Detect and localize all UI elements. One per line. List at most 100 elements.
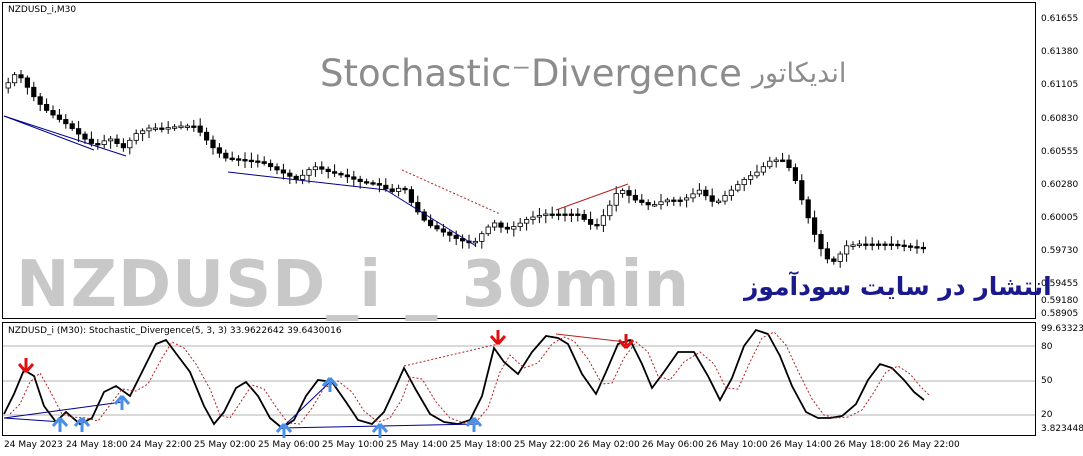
time-label: 26 May 10:00 (706, 440, 768, 450)
candle-body (69, 123, 75, 129)
candle-body (888, 243, 895, 246)
buy-arrow-icon (113, 395, 131, 410)
candle-body (434, 225, 440, 230)
candle-body (421, 211, 427, 221)
candle-body (357, 178, 363, 183)
price-pane-title: NZDUSD_i,M30 (8, 5, 77, 15)
candle-body (498, 222, 504, 228)
stochastic-signal-line (9, 331, 931, 425)
candle-body (671, 199, 677, 202)
candle-body (415, 201, 421, 213)
candle-body (280, 169, 287, 174)
candle-body (235, 158, 242, 161)
bullish-divergence-line (385, 189, 477, 247)
candle-body (293, 175, 299, 180)
buy-arrow-icon (51, 417, 69, 432)
buy-arrow-icon (73, 417, 91, 432)
candle-body (517, 222, 523, 227)
candle-body (639, 199, 645, 203)
candle-body (216, 147, 222, 154)
candle-body (824, 248, 831, 260)
candle-body (447, 231, 453, 236)
price-label: 0.60005 (1041, 213, 1079, 223)
level-20-label: 20 (1041, 410, 1053, 420)
candle-body (95, 143, 101, 146)
candle-body (530, 216, 536, 220)
candle-body (88, 138, 94, 144)
candle-body (203, 131, 210, 141)
candle-body (229, 157, 235, 160)
price-chart-pane[interactable] (2, 2, 1036, 319)
candle-body (50, 110, 56, 116)
bearish-divergence-line (555, 183, 629, 211)
indicator-bearish-divergence-line (403, 343, 499, 367)
candle-body (184, 125, 190, 128)
watermark-indicator-name: Stochastic⁻Divergence (320, 52, 742, 95)
bullish-divergence-line (3, 115, 127, 157)
candle-body (139, 130, 146, 134)
candle-body (18, 74, 24, 79)
candle-body (344, 174, 351, 178)
candle-body (632, 194, 639, 201)
candle-body (485, 226, 491, 235)
candle-body (863, 243, 869, 246)
candle-body (690, 193, 696, 199)
bullish-divergence-line (227, 171, 387, 191)
candle-body (556, 213, 562, 216)
candle-body (197, 125, 203, 133)
candle-body (812, 217, 818, 235)
buy-arrow-icon (275, 423, 293, 438)
price-label: 0.59455 (1041, 279, 1079, 289)
candle-body (5, 82, 11, 89)
candle-body (696, 189, 703, 195)
candle-body (306, 169, 312, 176)
candle-body (427, 219, 434, 227)
candle-body (869, 243, 875, 246)
time-label: 25 May 06:00 (258, 440, 320, 450)
candle-body (709, 195, 715, 202)
candle-body (844, 245, 850, 255)
watermark-site: انتشار در سایت سودآموز (744, 272, 1052, 301)
candle-body (191, 125, 197, 128)
level-50-label: 50 (1041, 376, 1053, 386)
indicator-pane-title: NZDUSD_i (M30): Stochastic_Divergence(5,… (8, 326, 342, 336)
candle-body (645, 202, 651, 206)
candle-body (543, 213, 549, 216)
sell-arrow-icon (17, 358, 35, 373)
candle-body (613, 193, 619, 206)
candle-body (312, 166, 319, 171)
candle-body (338, 172, 344, 176)
candle-body (607, 204, 613, 217)
candle-body (799, 180, 805, 201)
buy-arrow-icon (321, 377, 339, 392)
candle-body (223, 152, 229, 159)
indicator-bearish-divergence-line (555, 333, 627, 343)
candle-body (748, 175, 754, 180)
stochastic-indicator-pane[interactable] (2, 322, 1036, 436)
candle-body (159, 127, 165, 130)
candle-body (363, 181, 370, 184)
price-label: 0.59730 (1041, 246, 1079, 256)
time-label: 25 May 02:00 (194, 440, 256, 450)
candle-body (383, 184, 389, 190)
time-label: 24 May 18:00 (66, 440, 128, 450)
price-label: 0.61380 (1041, 47, 1079, 57)
candle-body (882, 243, 888, 246)
price-label: 0.60830 (1041, 114, 1079, 124)
candle-body (805, 199, 811, 219)
candle-body (722, 195, 728, 202)
candle-body (741, 179, 747, 186)
candle-body (703, 189, 709, 197)
time-label: 26 May 02:00 (578, 440, 640, 450)
time-label: 25 May 18:00 (450, 440, 512, 450)
candle-body (165, 127, 171, 130)
candle-body (920, 246, 927, 250)
time-label: 24 May 22:00 (130, 440, 192, 450)
candle-body (152, 127, 158, 130)
candle-body (267, 163, 274, 168)
candle-body (818, 234, 824, 250)
watermark-symbol: NZDUSD_i _ 30min (16, 248, 691, 322)
candle-body (440, 228, 447, 233)
candle-body (600, 215, 607, 226)
indicator-bullish-divergence-line (283, 379, 333, 427)
